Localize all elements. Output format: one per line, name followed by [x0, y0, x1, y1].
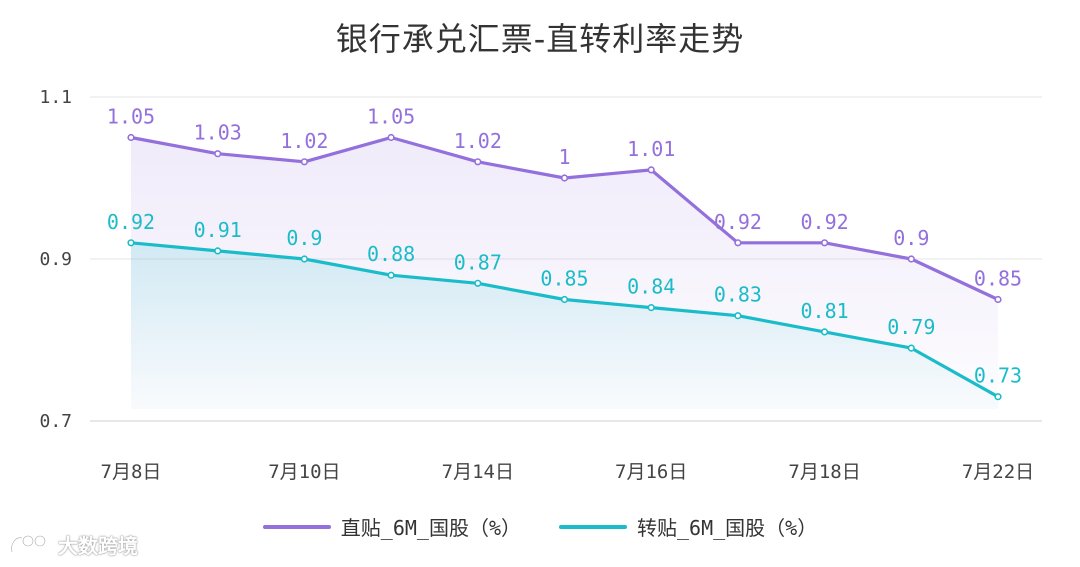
- series-1-point: [127, 133, 135, 142]
- series-2-point: [820, 328, 829, 336]
- series-2-point: [300, 255, 309, 263]
- series-2-data-label: 0.92: [107, 210, 155, 234]
- legend: 直贴_6M_国股（%） 转贴_6M_国股（%）: [0, 512, 1080, 541]
- series-2-point: [214, 247, 222, 255]
- series-1-data-label: 1.02: [280, 129, 328, 153]
- series-2-data-label: 0.79: [887, 315, 935, 339]
- series-2-data-label: 0.9: [286, 226, 322, 250]
- series-1-data-label: 1.03: [194, 121, 242, 145]
- line-layer: [127, 133, 1002, 401]
- x-tick-label: 7月18日: [788, 461, 860, 483]
- logo-icon: [10, 534, 47, 552]
- series-1-point: [647, 166, 655, 174]
- series-1-point: [820, 239, 829, 247]
- series-1-data-label: 1.01: [627, 137, 675, 161]
- series-1-data-label: 0.9: [893, 226, 929, 250]
- series-2-point: [474, 279, 482, 287]
- y-tick-label: 0.7: [39, 411, 72, 432]
- series-1-point: [300, 158, 309, 166]
- x-tick-label: 7月14日: [442, 461, 514, 483]
- series-1-data-label: 0.92: [714, 210, 762, 234]
- chart-title: 银行承兑汇票-直转利率走势: [335, 20, 745, 58]
- series-2-point: [560, 295, 569, 304]
- series-1-point: [907, 255, 915, 263]
- series-2-point: [994, 393, 1002, 401]
- label-layer: 1.05 1.03 1.02 1.05 1.02 1 1.01 0.92 0.92 0.9 0.85…: [107, 105, 1022, 388]
- series-2-point: [647, 304, 655, 312]
- series-2-point: [907, 344, 915, 352]
- series-1-data-label: 1.05: [107, 105, 155, 129]
- series-1-data-label: 1.02: [454, 129, 502, 153]
- area-layer: [131, 137, 998, 409]
- series-1-point: [474, 158, 482, 166]
- series-2-data-label: 0.85: [540, 267, 588, 291]
- series-2-point: [387, 271, 395, 279]
- series-1-point: [994, 295, 1002, 304]
- legend-swatch-series-2: [559, 524, 627, 529]
- series-2-data-label: 0.91: [194, 218, 242, 242]
- series-2-data-label: 0.87: [454, 250, 502, 274]
- series-2-data-label: 0.83: [714, 283, 762, 307]
- x-tick-label: 7月22日: [962, 461, 1034, 483]
- series-1-data-label: 0.85: [974, 267, 1022, 291]
- watermark-text: 大数跨境: [58, 534, 138, 558]
- series-1-point: [560, 174, 569, 182]
- series-1-point: [734, 239, 742, 247]
- series-1-data-label: 1.05: [367, 105, 415, 129]
- x-tick-label: 7月8日: [101, 461, 162, 483]
- series-2-data-label: 0.88: [367, 242, 415, 266]
- series-2-data-label: 0.73: [974, 364, 1022, 388]
- legend-swatch-series-1: [262, 524, 331, 529]
- series-2-data-label: 0.84: [627, 275, 675, 299]
- series-1-data-label: 1: [558, 145, 570, 169]
- y-tick-label: 0.9: [39, 249, 72, 270]
- x-tick-label: 7月10日: [268, 461, 340, 483]
- series-2-point: [734, 312, 742, 320]
- series-1-point: [214, 150, 222, 158]
- series-1-point: [387, 133, 395, 142]
- axis-layer: 1.1 0.9 0.7 7月8日 7月10日 7月14日 7月16日 7月18日 7月22日: [39, 87, 1034, 483]
- legend-label-series-2: 转贴_6M_国股（%）: [637, 516, 818, 540]
- legend-label-series-1: 直贴_6M_国股（%）: [340, 516, 521, 540]
- y-tick-label: 1.1: [39, 87, 72, 108]
- series-2-data-label: 0.81: [801, 299, 849, 323]
- series-1-data-label: 0.92: [801, 210, 849, 234]
- series-2-point: [127, 239, 135, 247]
- series-2-area: [131, 242, 998, 409]
- legend-item-series-2[interactable]: 转贴_6M_国股（%）: [559, 512, 817, 541]
- x-tick-label: 7月16日: [615, 461, 687, 483]
- legend-item-series-1[interactable]: 直贴_6M_国股（%）: [262, 512, 521, 541]
- watermark: 大数跨境: [8, 530, 138, 559]
